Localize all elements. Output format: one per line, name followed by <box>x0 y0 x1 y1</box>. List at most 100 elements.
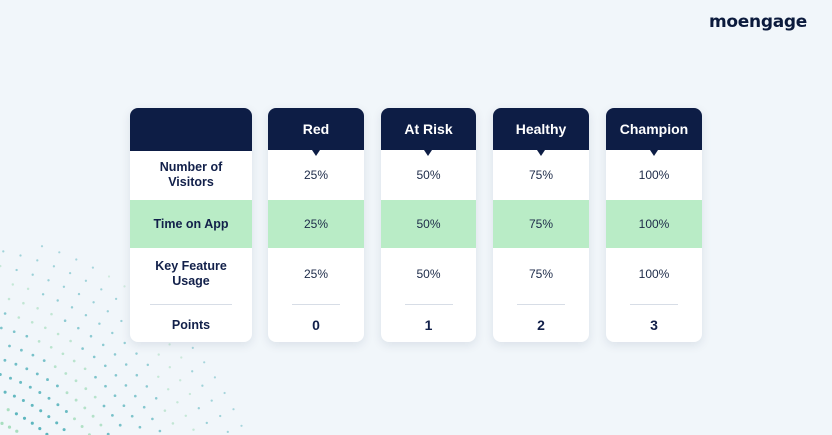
decor-dot <box>68 271 72 275</box>
decor-dot <box>74 379 78 383</box>
decor-dot <box>73 417 76 421</box>
value-feature-at-risk: 50% <box>416 267 441 281</box>
decor-dot <box>122 404 126 408</box>
decor-dot <box>55 384 59 388</box>
decor-dot <box>25 334 29 338</box>
tier-header-at-risk: At Risk <box>381 108 476 150</box>
decor-dot <box>100 288 103 291</box>
decor-dot <box>111 414 114 417</box>
decor-dot <box>0 326 3 330</box>
decor-dot <box>30 403 34 407</box>
decor-dot <box>74 398 78 402</box>
decor-dot <box>0 264 2 268</box>
decor-dot <box>69 339 72 343</box>
decor-dot <box>81 347 84 350</box>
decor-dot <box>89 334 93 338</box>
value-time-champion: 100% <box>606 200 702 248</box>
decor-dot <box>84 387 88 391</box>
decor-dot <box>64 410 68 413</box>
decor-dot <box>75 258 78 261</box>
decor-dot <box>101 343 105 347</box>
header-pointer <box>424 150 432 156</box>
decor-dot <box>146 363 150 367</box>
labels-header <box>130 108 252 151</box>
decor-dot <box>104 384 107 388</box>
decor-dot <box>106 432 110 435</box>
decor-dot <box>65 391 69 395</box>
decor-dot <box>83 367 87 371</box>
decor-dot <box>61 352 65 356</box>
decor-dot <box>157 353 160 356</box>
decor-dot <box>14 412 18 416</box>
decor-dot <box>168 343 171 346</box>
decor-dot <box>99 423 103 427</box>
decor-dot <box>240 424 243 427</box>
decor-dot <box>30 320 34 324</box>
decor-dot <box>138 425 142 429</box>
decor-dot <box>113 394 117 398</box>
decor-dot <box>31 273 34 276</box>
decor-dot <box>52 265 56 268</box>
decor-dot <box>219 414 222 418</box>
decor-dot <box>123 285 126 288</box>
decor-dot <box>19 254 22 257</box>
tier-card-red: Red 25% 25% 25% 0 <box>268 108 364 342</box>
decor-dot <box>64 372 68 375</box>
decor-dot <box>35 372 39 376</box>
decor-dot <box>38 391 42 394</box>
points-champion: 3 <box>650 317 658 333</box>
decor-dot <box>191 370 194 373</box>
decor-dot <box>118 423 122 427</box>
decor-dot <box>84 279 88 282</box>
decor-dot <box>176 401 179 404</box>
decor-dot <box>70 306 74 309</box>
decor-dot <box>47 279 50 282</box>
decor-dot <box>7 297 11 301</box>
value-visitors-red: 25% <box>303 168 329 182</box>
decor-dot <box>80 425 84 428</box>
decor-dot <box>11 283 15 286</box>
decor-dot <box>0 373 2 376</box>
decor-dot <box>17 316 21 319</box>
decor-dot <box>191 346 194 349</box>
value-time-healthy: 75% <box>493 200 589 248</box>
decor-dot <box>56 299 59 302</box>
value-time-red: 25% <box>268 200 364 248</box>
decor-dot <box>55 421 59 425</box>
decor-dot <box>201 384 204 387</box>
decor-dot <box>22 301 25 305</box>
row-label-points: Points <box>171 317 211 332</box>
decor-dot <box>56 332 60 336</box>
row-divider <box>150 304 232 305</box>
decor-dot <box>113 353 117 356</box>
decor-dot <box>45 432 49 435</box>
decor-dot <box>63 319 67 322</box>
decor-dot <box>135 373 139 377</box>
tier-card-at-risk: At Risk 50% 50% 50% 1 <box>381 108 476 342</box>
decor-dot <box>232 408 235 411</box>
decor-dot <box>28 385 32 389</box>
decor-dot <box>22 416 27 420</box>
decor-dot <box>12 394 16 398</box>
value-visitors-at-risk: 50% <box>416 168 441 182</box>
decor-dot <box>98 322 101 325</box>
header-pointer <box>650 150 658 156</box>
row-labels-card: Number of Visitors Time on App Key Featu… <box>130 108 252 342</box>
decor-dot <box>94 375 97 379</box>
points-red: 0 <box>312 317 320 333</box>
decor-dot <box>123 341 126 345</box>
decor-dot <box>180 356 183 359</box>
header-pointer <box>312 150 320 156</box>
decor-dot <box>26 287 30 291</box>
decor-dot <box>77 326 80 330</box>
decor-dot <box>157 375 160 379</box>
decor-dot <box>19 380 23 384</box>
decor-dot <box>163 409 167 412</box>
value-feature-red: 25% <box>303 267 329 281</box>
decor-dot <box>84 313 88 317</box>
decor-dot <box>120 319 123 323</box>
decor-dot <box>15 429 19 433</box>
tier-card-champion: Champion 100% 100% 100% 3 <box>606 108 702 342</box>
decor-dot <box>179 379 182 382</box>
